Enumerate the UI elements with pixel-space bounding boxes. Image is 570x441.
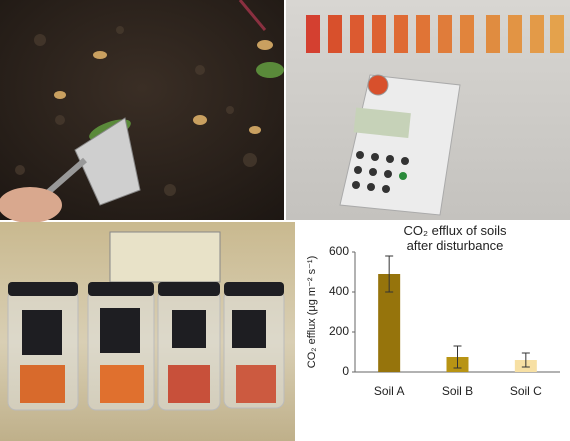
chart-title: CO₂ efflux of soils after disturbance xyxy=(403,223,507,253)
error-bar xyxy=(453,345,462,369)
x-tick-label: Soil A xyxy=(374,384,405,398)
y-axis-label: CO₂ efflux (μg m⁻² s⁻¹) xyxy=(306,256,318,368)
jars-photo xyxy=(0,222,295,441)
photometer-photo xyxy=(286,0,570,220)
y-tick-label: 0 xyxy=(342,364,349,378)
x-tick-label: Soil C xyxy=(510,384,542,398)
error-bar xyxy=(385,255,394,293)
y-tick-label: 200 xyxy=(329,324,349,338)
error-bar xyxy=(521,352,530,368)
x-tick-label: Soil B xyxy=(442,384,473,398)
soil-photo xyxy=(0,0,284,223)
vials xyxy=(306,15,564,53)
y-tick-label: 400 xyxy=(329,284,349,298)
chart: CO₂ efflux of soils after disturbance CO₂… xyxy=(306,223,560,398)
y-tick-label: 600 xyxy=(329,244,349,258)
bar xyxy=(378,274,401,372)
